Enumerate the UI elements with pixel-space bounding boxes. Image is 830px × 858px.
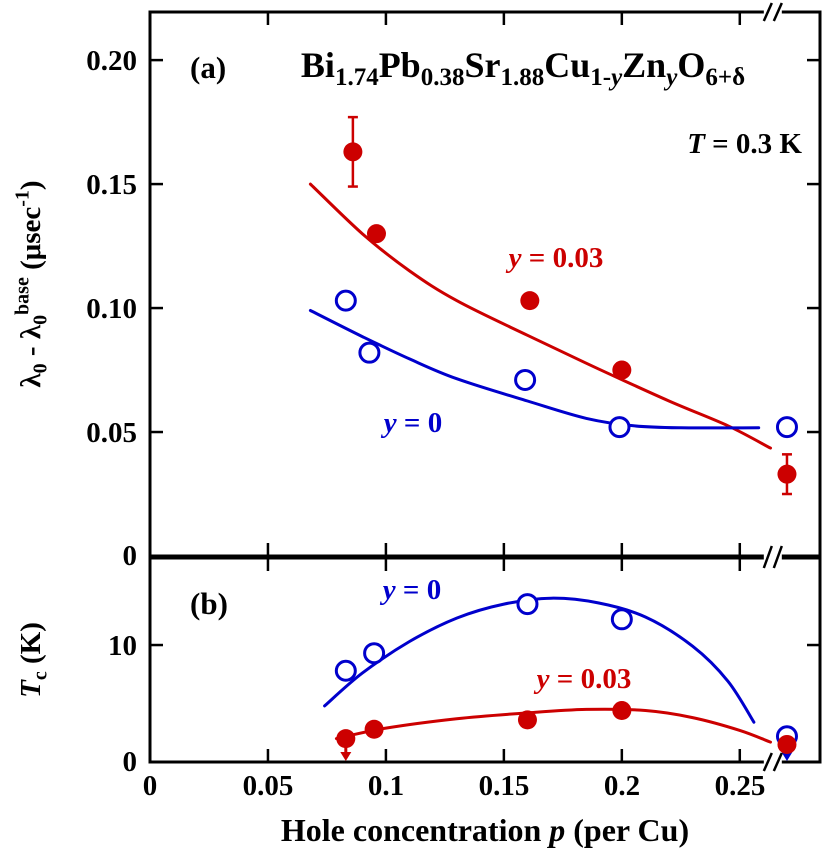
x-tick-label: 0 [143, 770, 158, 802]
data-point-open-b [516, 593, 539, 616]
data-point-filled-a [777, 464, 797, 484]
y-tick-label: 0.05 [86, 417, 137, 449]
axis-break-slash [772, 2, 783, 22]
y-axis-label-a: λ0 - λ0base (μsec-1) [11, 180, 51, 387]
fit-curve-a-red [308, 182, 772, 450]
x-tick-label: 0.15 [479, 770, 530, 802]
axis-break-gap [763, 546, 782, 568]
panel-a-label: (a) [190, 50, 226, 85]
x-tick-label: 0.2 [604, 770, 640, 802]
limit-arrow-head [340, 752, 352, 761]
panel-a-frame [148, 10, 822, 558]
series-label-a-blue: y = 0 [381, 407, 442, 439]
panel-b-label: (b) [190, 586, 228, 621]
limit-arrow-head [781, 752, 793, 761]
data-point-filled-a [343, 142, 363, 162]
y-tick-label: 0.20 [86, 45, 137, 77]
y-tick-label: 0 [123, 746, 138, 778]
axis-break-gap [763, 753, 782, 771]
x-tick-label: 0.25 [715, 770, 766, 802]
x-axis-label: Hole concentration p (per Cu) [281, 812, 689, 848]
data-point-open-a [514, 368, 537, 391]
axis-break-slash [762, 752, 773, 772]
axis-break-slash [762, 545, 773, 569]
static-labels: (a) (b) 0.20 0.15 0.10 0.05 0 10 0 0 0.0… [86, 45, 765, 802]
fit-curve-b-red [334, 707, 772, 744]
fit-curve-a-blue [308, 309, 761, 430]
axis-break-gap [763, 3, 782, 21]
data-point-filled-b [336, 729, 356, 749]
data-point-open-b [610, 608, 633, 631]
series-label-b-red: y = 0.03 [534, 663, 632, 695]
y-tick-labels-b: 10 0 [108, 630, 137, 778]
x-tick-labels: 0 0.05 0.1 0.15 0.2 0.25 [143, 770, 766, 802]
data-point-open-a [775, 416, 798, 439]
y-axis-label-b: Tc (K) [15, 622, 51, 698]
generated-chart-layer: Bi1.74Pb0.38Sr1.88Cu1-yZnyO6+δ T = 0.3 K H… [11, 2, 822, 848]
axis-break-slash [772, 545, 783, 569]
data-point-filled-b [612, 701, 632, 721]
data-point-open-a [358, 341, 381, 364]
data-point-open-b [363, 642, 386, 665]
axis-break-slash [772, 752, 783, 772]
data-point-filled-a [366, 224, 386, 244]
temperature-annotation: T = 0.3 K [687, 128, 802, 160]
fit-curve-b-blue [323, 596, 756, 724]
y-tick-label: 0 [123, 540, 138, 572]
data-point-filled-b [517, 710, 537, 730]
chemical-formula-title: Bi1.74Pb0.38Sr1.88Cu1-yZnyO6+δ [301, 45, 745, 91]
x-tick-label: 0.1 [368, 770, 404, 802]
data-point-open-a [608, 416, 631, 439]
axis-break-slash [762, 2, 773, 22]
data-point-open-b [334, 659, 357, 682]
data-point-filled-b [777, 734, 797, 754]
y-tick-label: 0.15 [86, 169, 137, 201]
data-point-open-a [334, 289, 357, 312]
data-point-filled-b [364, 719, 384, 739]
x-tick-label: 0.05 [243, 770, 294, 802]
y-tick-label: 0.10 [86, 293, 137, 325]
y-tick-labels-a: 0.20 0.15 0.10 0.05 0 [86, 45, 137, 572]
series-label-a-red: y = 0.03 [506, 242, 604, 274]
data-point-filled-a [520, 291, 540, 311]
series-label-b-blue: y = 0 [380, 574, 441, 606]
panel-b-frame [148, 556, 822, 764]
y-tick-label: 10 [108, 630, 137, 662]
data-point-filled-a [612, 360, 632, 380]
